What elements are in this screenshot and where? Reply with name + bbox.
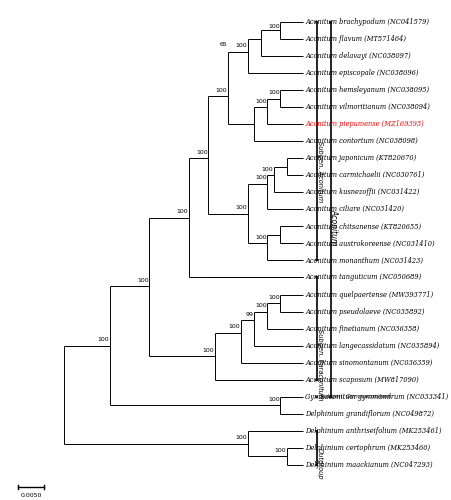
- Text: 100: 100: [235, 435, 247, 440]
- Text: Aconitum monanthum (NC031423): Aconitum monanthum (NC031423): [305, 256, 423, 264]
- Text: Aconitum quelpaertense (MW393771): Aconitum quelpaertense (MW393771): [305, 290, 433, 298]
- Text: 0.0050: 0.0050: [20, 493, 41, 498]
- Text: Aconitum japonicum (KT820670): Aconitum japonicum (KT820670): [305, 154, 416, 162]
- Text: 100: 100: [255, 235, 267, 240]
- Text: 100: 100: [196, 150, 207, 155]
- Text: Subgen. Gymnaconitum: Subgen. Gymnaconitum: [320, 394, 391, 400]
- Text: Aconitum flavum (MT571464): Aconitum flavum (MT571464): [305, 35, 406, 43]
- Text: Aconitum langecassidatum (NC035894): Aconitum langecassidatum (NC035894): [305, 342, 439, 349]
- Text: 100: 100: [176, 210, 188, 214]
- Text: Aconitum kusnezoffii (NC031422): Aconitum kusnezoffii (NC031422): [305, 188, 419, 196]
- Text: 100: 100: [268, 24, 280, 28]
- Text: Aconitum: Aconitum: [330, 210, 339, 246]
- Text: Aconitum finetianum (NC036358): Aconitum finetianum (NC036358): [305, 324, 419, 332]
- Text: Aconitum hemsleyanum (NC038095): Aconitum hemsleyanum (NC038095): [305, 86, 429, 94]
- Text: Outgroup: Outgroup: [317, 448, 323, 480]
- Text: Aconitum austrokoreense (NC031410): Aconitum austrokoreense (NC031410): [305, 240, 435, 248]
- Text: 100: 100: [137, 278, 148, 282]
- Text: Aconitum pseudolaeve (NC035892): Aconitum pseudolaeve (NC035892): [305, 308, 424, 316]
- Text: 65: 65: [220, 42, 227, 48]
- Text: 99: 99: [245, 312, 253, 316]
- Text: Delphinium anthriseifolium (MK253461): Delphinium anthriseifolium (MK253461): [305, 427, 442, 435]
- Text: Aconitum contortum (NC038098): Aconitum contortum (NC038098): [305, 137, 418, 145]
- Text: Aconitum carmichaelii (NC030761): Aconitum carmichaelii (NC030761): [305, 171, 424, 179]
- Text: Aconitum sinomontanum (NC036359): Aconitum sinomontanum (NC036359): [305, 358, 433, 366]
- Text: Delphinium certophrum (MK253460): Delphinium certophrum (MK253460): [305, 444, 430, 452]
- Text: 100: 100: [255, 303, 267, 308]
- Text: 100: 100: [255, 98, 267, 103]
- Text: 100: 100: [235, 205, 247, 210]
- Text: 100: 100: [97, 337, 109, 342]
- Text: 100: 100: [268, 90, 280, 95]
- Text: 100: 100: [275, 448, 286, 453]
- Text: Aconitum ciliare (NC031420): Aconitum ciliare (NC031420): [305, 206, 404, 214]
- Text: 100: 100: [229, 324, 240, 330]
- Text: Delphinium grandiflorum (NC049872): Delphinium grandiflorum (NC049872): [305, 410, 434, 418]
- Text: Subgen. Aconitum: Subgen. Aconitum: [317, 141, 323, 203]
- Text: Aconitum chitsanense (KT820655): Aconitum chitsanense (KT820655): [305, 222, 421, 230]
- Text: 100: 100: [216, 88, 227, 93]
- Text: Aconitum tanguticum (NC050689): Aconitum tanguticum (NC050689): [305, 274, 421, 281]
- Text: Subgen. Paraconitum: Subgen. Paraconitum: [317, 328, 323, 400]
- Text: 100: 100: [255, 176, 267, 180]
- Text: 100: 100: [268, 294, 280, 300]
- Text: Aconitum brachypodum (NC041579): Aconitum brachypodum (NC041579): [305, 18, 429, 26]
- Text: 100: 100: [262, 167, 273, 172]
- Text: 100: 100: [202, 348, 214, 353]
- Text: Aconitum episcopale (NC038096): Aconitum episcopale (NC038096): [305, 69, 419, 77]
- Text: Aconitum piepumense (MZ169393): Aconitum piepumense (MZ169393): [305, 120, 424, 128]
- Text: Aconitum delavayi (NC038097): Aconitum delavayi (NC038097): [305, 52, 411, 60]
- Text: 100: 100: [235, 44, 247, 49]
- Text: Gymnaconitum gymmandrum (NC033341): Gymnaconitum gymmandrum (NC033341): [305, 393, 448, 401]
- Text: Aconitum vilmoritianum (NC038094): Aconitum vilmoritianum (NC038094): [305, 103, 430, 111]
- Text: 100: 100: [268, 397, 280, 402]
- Text: Aconitum scaposum (MW817090): Aconitum scaposum (MW817090): [305, 376, 419, 384]
- Text: Delphinium maackianum (NC047293): Delphinium maackianum (NC047293): [305, 461, 433, 469]
